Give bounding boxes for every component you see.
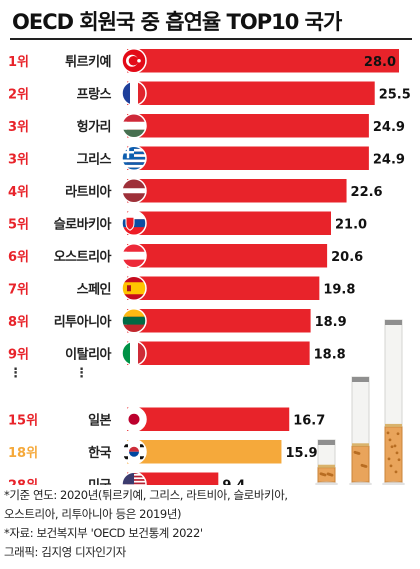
- lithuania-flag-icon: [121, 308, 147, 334]
- cigarette-icon: [349, 376, 372, 485]
- bar: [127, 472, 219, 485]
- value-label: 9.4: [222, 478, 245, 485]
- france-flag-icon: [121, 80, 147, 106]
- italy-flag-icon: [121, 340, 147, 366]
- footnotes: *기준 연도: 2020년(튀르키예, 그리스, 라트비아, 슬로바키아, 오스…: [4, 486, 418, 562]
- value-label: 24.9: [373, 120, 405, 135]
- country-label: 미국: [88, 477, 111, 485]
- bar: [127, 146, 369, 170]
- country-label: 오스트리아: [54, 249, 112, 265]
- rank-label: 15위: [8, 413, 38, 428]
- rank-label: 8위: [8, 315, 29, 330]
- country-label: 한국: [88, 445, 111, 461]
- rank-label: 3위: [8, 152, 29, 167]
- rank-label: 9위: [8, 347, 29, 362]
- rank-label: 6위: [8, 250, 29, 265]
- ellipsis-rank: ⋮: [9, 366, 22, 381]
- rank-label: 28위: [8, 478, 38, 485]
- rank-label: 18위: [8, 446, 38, 461]
- bar: [127, 341, 310, 365]
- value-label: 24.9: [373, 152, 405, 167]
- value-label: 15.9: [285, 446, 317, 461]
- footnote-line: *자료: 보건복지부 'OECD 보건통계 2022': [4, 526, 203, 540]
- country-label: 프랑스: [77, 87, 112, 102]
- country-label: 리투아니아: [54, 314, 112, 330]
- bar: [127, 179, 347, 203]
- bar-chart: 1위 튀르키예 28.02위 프랑스 25.53위 헝가리 24.93위 그리스 24.94위 라…: [8, 48, 411, 485]
- latvia-flag-icon: [121, 178, 147, 204]
- austria-flag-icon: [121, 243, 147, 269]
- country-label: 스페인: [77, 281, 111, 297]
- country-label: 이탈리아: [65, 346, 111, 362]
- bar: [127, 309, 311, 333]
- value-label: 22.6: [351, 185, 383, 200]
- greece-flag-icon: [121, 145, 147, 171]
- rank-label: 1위: [8, 55, 29, 70]
- value-label: 20.6: [331, 250, 363, 265]
- bar: [127, 407, 290, 431]
- bar: [127, 81, 375, 105]
- japan-flag-icon: [121, 406, 147, 432]
- bar: [127, 440, 282, 464]
- bar: [127, 276, 320, 300]
- usa-flag-icon: [121, 471, 147, 485]
- country-label: 라트비아: [65, 184, 111, 200]
- value-label: 18.9: [315, 315, 347, 330]
- value-label: 25.5: [379, 87, 411, 102]
- bar: [127, 244, 328, 268]
- hungary-flag-icon: [121, 113, 147, 139]
- bar: [127, 114, 369, 138]
- bar: [127, 49, 399, 73]
- country-label: 헝가리: [77, 119, 111, 135]
- bar: [127, 211, 331, 235]
- value-label: 16.7: [293, 413, 325, 428]
- country-label: 그리스: [77, 151, 112, 167]
- slovakia-flag-icon: [121, 210, 147, 236]
- korea-flag-icon: [121, 439, 147, 465]
- rank-label: 3위: [8, 120, 29, 135]
- footnote-line: *기준 연도: 2020년(튀르키예, 그리스, 라트비아, 슬로바키아,: [4, 488, 288, 502]
- footnote-line: 오스트리아, 리투아니아 등은 2019년): [4, 507, 182, 521]
- ellipsis-country: ⋮: [75, 366, 88, 381]
- value-label: 18.8: [314, 347, 346, 362]
- footnote-line: 그래픽: 김지영 디자인기자: [4, 545, 126, 559]
- rank-label: 5위: [8, 217, 29, 232]
- cigarette-icon: [315, 439, 338, 485]
- cigarette-icon: [382, 319, 405, 485]
- spain-flag-icon: [121, 275, 147, 301]
- value-label: 21.0: [335, 217, 367, 232]
- country-label: 슬로바키아: [54, 216, 112, 232]
- value-label: 28.0: [364, 55, 396, 70]
- title-divider: [10, 38, 412, 40]
- country-label: 일본: [88, 413, 111, 428]
- rank-label: 4위: [8, 185, 29, 200]
- rank-label: 7위: [8, 282, 29, 297]
- page-title: OECD 회원국 중 흡연율 TOP10 국가: [12, 10, 342, 34]
- turkey-flag-icon: [121, 48, 147, 74]
- country-label: 튀르키예: [65, 54, 111, 70]
- value-label: 19.8: [323, 282, 355, 297]
- rank-label: 2위: [8, 87, 29, 102]
